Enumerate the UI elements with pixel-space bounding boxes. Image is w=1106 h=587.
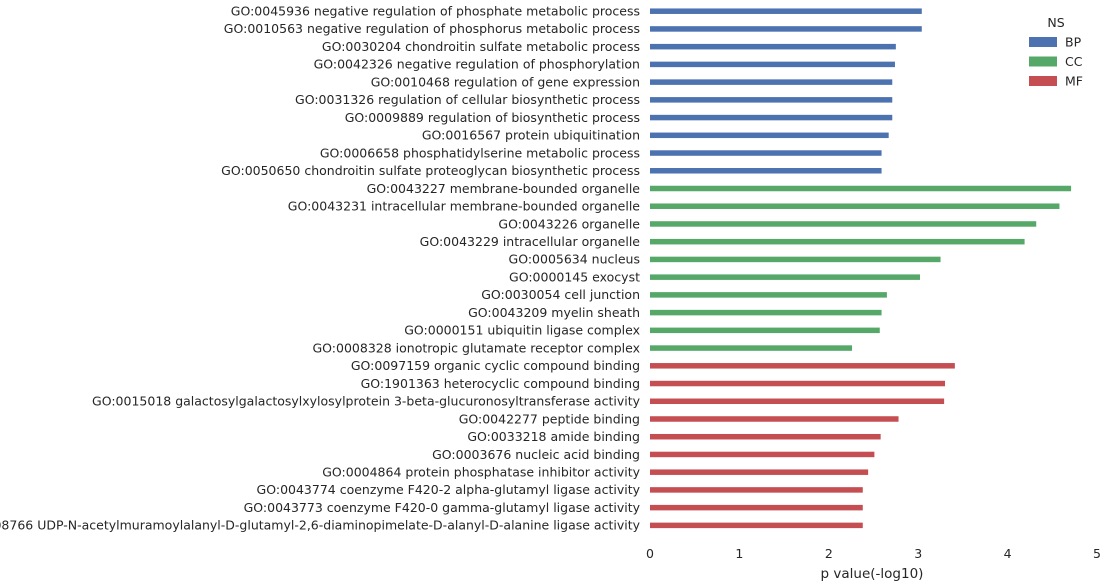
legend-title: NS <box>1047 15 1064 30</box>
legend-entry-mf: MF <box>1029 74 1083 89</box>
category-label: GO:0010563 negative regulation of phosph… <box>224 21 640 36</box>
bar-mf <box>650 398 945 405</box>
category-label: GO:0097159 organic cyclic compound bindi… <box>351 358 640 373</box>
category-label: GO:0030204 chondroitin sulfate metabolic… <box>322 39 640 54</box>
legend-label: CC <box>1065 54 1083 69</box>
bar-mf <box>650 451 875 458</box>
category-label: GO:0043773 coenzyme F420-0 gamma-glutamy… <box>244 500 641 515</box>
bar-cc <box>650 238 1025 245</box>
bar-bp <box>650 132 889 139</box>
category-labels: GO:0045936 negative regulation of phosph… <box>0 4 641 533</box>
category-label: GO:0015018 galactosylgalactosylxylosylpr… <box>92 394 641 409</box>
category-label: GO:0042277 peptide binding <box>459 411 640 426</box>
category-label: GO:0043231 intracellular membrane-bounde… <box>288 199 641 214</box>
category-label: GO:0000145 exocyst <box>509 269 640 284</box>
category-label: GO:0033218 amide binding <box>467 429 640 444</box>
category-label: GO:0000151 ubiquitin ligase complex <box>404 323 640 338</box>
bar-bp <box>650 8 922 14</box>
bar-mf <box>650 487 863 493</box>
legend-entries: BP CC MF <box>1029 35 1083 89</box>
bar-bp <box>650 43 896 50</box>
legend: NS BP CC MF <box>1029 15 1083 89</box>
x-axis: 0 1 2 3 4 5 <box>646 546 1101 561</box>
category-label: GO:0031326 regulation of cellular biosyn… <box>295 92 640 107</box>
category-label: GO:0010468 regulation of gene expression <box>371 74 640 89</box>
bar-cc <box>650 185 1072 192</box>
bar-mf <box>650 469 869 475</box>
legend-swatch <box>1029 37 1057 47</box>
bar-cc <box>650 203 1060 209</box>
x-tick-label: 4 <box>1004 546 1012 561</box>
bar-cc <box>650 309 882 316</box>
category-label: GO:0043229 intracellular organelle <box>420 234 641 249</box>
legend-entry-cc: CC <box>1029 54 1083 69</box>
category-label: GO:0008328 ionotropic glutamate receptor… <box>313 340 641 355</box>
bar-mf <box>650 433 881 440</box>
bar-mf <box>650 504 863 511</box>
category-label: GO:0043226 organelle <box>498 216 640 231</box>
bar-cc <box>650 221 1037 227</box>
category-label: GO:0050650 chondroitin sulfate proteogly… <box>221 163 640 178</box>
category-label: GO:0006658 phosphatidylserine metabolic … <box>320 145 640 160</box>
x-tick-label: 2 <box>825 546 833 561</box>
legend-label: BP <box>1065 35 1082 50</box>
x-tick-label: 5 <box>1093 546 1101 561</box>
bar-bp <box>650 168 882 174</box>
bar-mf <box>650 380 946 387</box>
bar-cc <box>650 327 880 334</box>
bar-cc <box>650 292 887 298</box>
bars-layer <box>650 8 1072 529</box>
category-label: GO:0008766 UDP-N-acetylmuramoylalanyl-D-… <box>0 518 641 533</box>
legend-label: MF <box>1065 74 1083 89</box>
category-label: GO:0030054 cell junction <box>481 287 640 302</box>
bar-bp <box>650 79 893 85</box>
x-tick-label: 1 <box>735 546 743 561</box>
x-axis-title: p value(-log10) <box>821 566 924 582</box>
category-label: GO:0045936 negative regulation of phosph… <box>231 4 640 19</box>
category-label: GO:0043209 myelin sheath <box>468 305 640 320</box>
legend-swatch <box>1029 76 1057 86</box>
legend-entry-bp: BP <box>1029 35 1082 50</box>
bar-mf <box>650 416 899 422</box>
category-label: GO:0042326 negative regulation of phosph… <box>314 57 640 72</box>
bar-cc <box>650 274 920 280</box>
x-tick-label: 3 <box>914 546 922 561</box>
bar-bp <box>650 97 893 103</box>
bar-bp <box>650 26 922 32</box>
category-label: GO:0003676 nucleic acid binding <box>432 447 640 462</box>
bar-bp <box>650 150 882 156</box>
bar-bp <box>650 61 895 68</box>
category-label: GO:0004864 protein phosphatase inhibitor… <box>322 464 640 479</box>
x-tick-label: 0 <box>646 546 654 561</box>
bar-cc <box>650 345 853 351</box>
category-label: GO:0005634 nucleus <box>509 252 640 267</box>
category-label: GO:0016567 protein ubiquitination <box>422 128 640 143</box>
category-label: GO:0043227 membrane-bounded organelle <box>367 181 641 196</box>
category-label: GO:0009889 regulation of biosynthetic pr… <box>345 110 640 125</box>
category-label: GO:1901363 heterocyclic compound binding <box>361 376 640 391</box>
bar-mf <box>650 522 863 529</box>
legend-swatch <box>1029 56 1057 67</box>
bar-mf <box>650 363 955 369</box>
category-label: GO:0043774 coenzyme F420-2 alpha-glutamy… <box>257 482 641 497</box>
bar-bp <box>650 114 893 121</box>
bar-cc <box>650 256 941 263</box>
